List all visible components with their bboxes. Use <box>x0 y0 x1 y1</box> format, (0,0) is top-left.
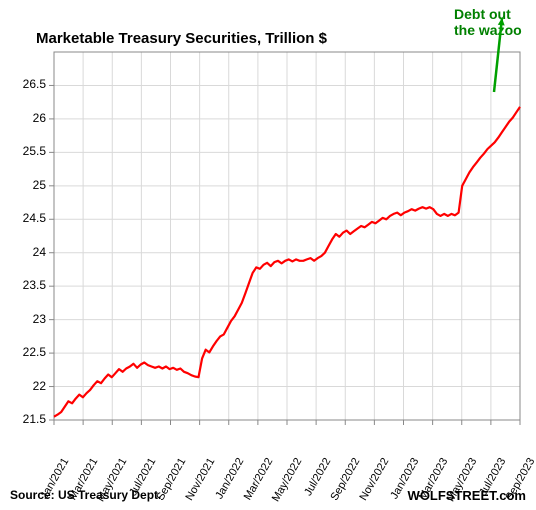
ytick-label: 21.5 <box>0 412 46 426</box>
chart-container: Marketable Treasury Securities, Trillion… <box>0 0 536 509</box>
chart-svg <box>0 0 536 509</box>
ytick-label: 26 <box>0 111 46 125</box>
source-label: Source: US Treasury Dept. <box>10 488 161 502</box>
ytick-label: 22.5 <box>0 345 46 359</box>
ytick-label: 25 <box>0 178 46 192</box>
ytick-label: 26.5 <box>0 77 46 91</box>
ytick-label: 23.5 <box>0 278 46 292</box>
ytick-label: 24 <box>0 245 46 259</box>
watermark: WOLFSTREET.com <box>408 488 526 503</box>
ytick-label: 24.5 <box>0 211 46 225</box>
ytick-label: 25.5 <box>0 144 46 158</box>
ytick-label: 23 <box>0 312 46 326</box>
ytick-label: 22 <box>0 379 46 393</box>
